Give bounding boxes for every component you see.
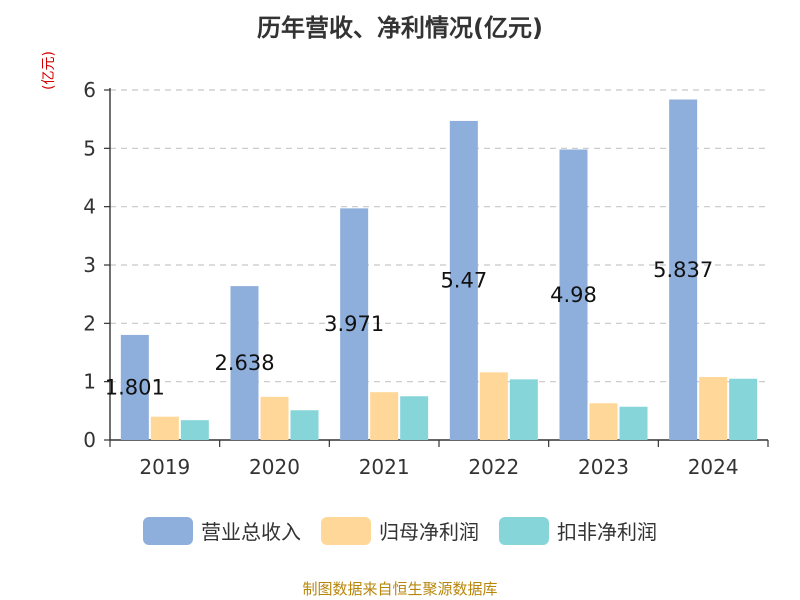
- legend-item-revenue[interactable]: 营业总收入: [143, 516, 301, 545]
- data-label: 3.971: [324, 312, 384, 336]
- legend-swatch-net-profit: [321, 516, 371, 545]
- y-tick-label: 5: [83, 136, 96, 160]
- data-label: 5.47: [440, 268, 487, 292]
- y-tick-label: 6: [83, 78, 96, 102]
- bar-revenue: [120, 334, 149, 440]
- bar-deducted-profit: [400, 396, 429, 440]
- x-tick-label: 2021: [359, 455, 410, 479]
- y-tick-label: 1: [83, 370, 96, 394]
- bar-deducted-profit: [180, 420, 209, 440]
- y-tick-label: 3: [83, 253, 96, 277]
- y-tick-label: 4: [83, 195, 96, 219]
- bar-net-profit: [589, 403, 618, 440]
- chart-title: 历年营收、净利情况(亿元): [257, 14, 543, 42]
- data-label: 5.837: [653, 258, 713, 282]
- bar-revenue: [340, 208, 369, 440]
- bar-deducted-profit: [290, 410, 319, 440]
- bar-net-profit: [699, 377, 728, 440]
- data-label: 4.98: [550, 283, 597, 307]
- legend-swatch-deducted-profit: [499, 516, 549, 545]
- bar-revenue: [230, 286, 259, 440]
- x-tick-label: 2024: [688, 455, 739, 479]
- legend-label-revenue: 营业总收入: [201, 520, 301, 544]
- bar-deducted-profit: [729, 378, 758, 440]
- bar-deducted-profit: [619, 406, 648, 440]
- legend-label-deducted-profit: 扣非净利润: [557, 520, 657, 544]
- y-tick-label: 0: [83, 428, 96, 452]
- x-tick-label: 2019: [139, 455, 190, 479]
- data-source-note: 制图数据来自恒生聚源数据库: [302, 580, 498, 598]
- y-tick-label: 2: [83, 311, 96, 335]
- data-label: 1.801: [105, 375, 165, 399]
- bar-net-profit: [150, 416, 179, 440]
- legend-label-net-profit: 归母净利润: [379, 520, 479, 544]
- legend-swatch-revenue: [143, 516, 193, 545]
- x-tick-label: 2022: [468, 455, 519, 479]
- bar-revenue: [669, 99, 698, 440]
- legend: 营业总收入 归母净利润 扣非净利润: [0, 516, 800, 545]
- x-tick-label: 2023: [578, 455, 629, 479]
- bar-net-profit: [479, 372, 508, 440]
- bar-deducted-profit: [509, 379, 538, 440]
- legend-item-net-profit[interactable]: 归母净利润: [321, 516, 479, 545]
- bar-revenue: [559, 149, 588, 440]
- legend-item-deducted-profit[interactable]: 扣非净利润: [499, 516, 657, 545]
- x-tick-label: 2020: [249, 455, 300, 479]
- data-label: 2.638: [214, 351, 274, 375]
- bar-net-profit: [370, 392, 399, 440]
- bar-net-profit: [260, 396, 289, 440]
- bar-revenue: [449, 120, 478, 441]
